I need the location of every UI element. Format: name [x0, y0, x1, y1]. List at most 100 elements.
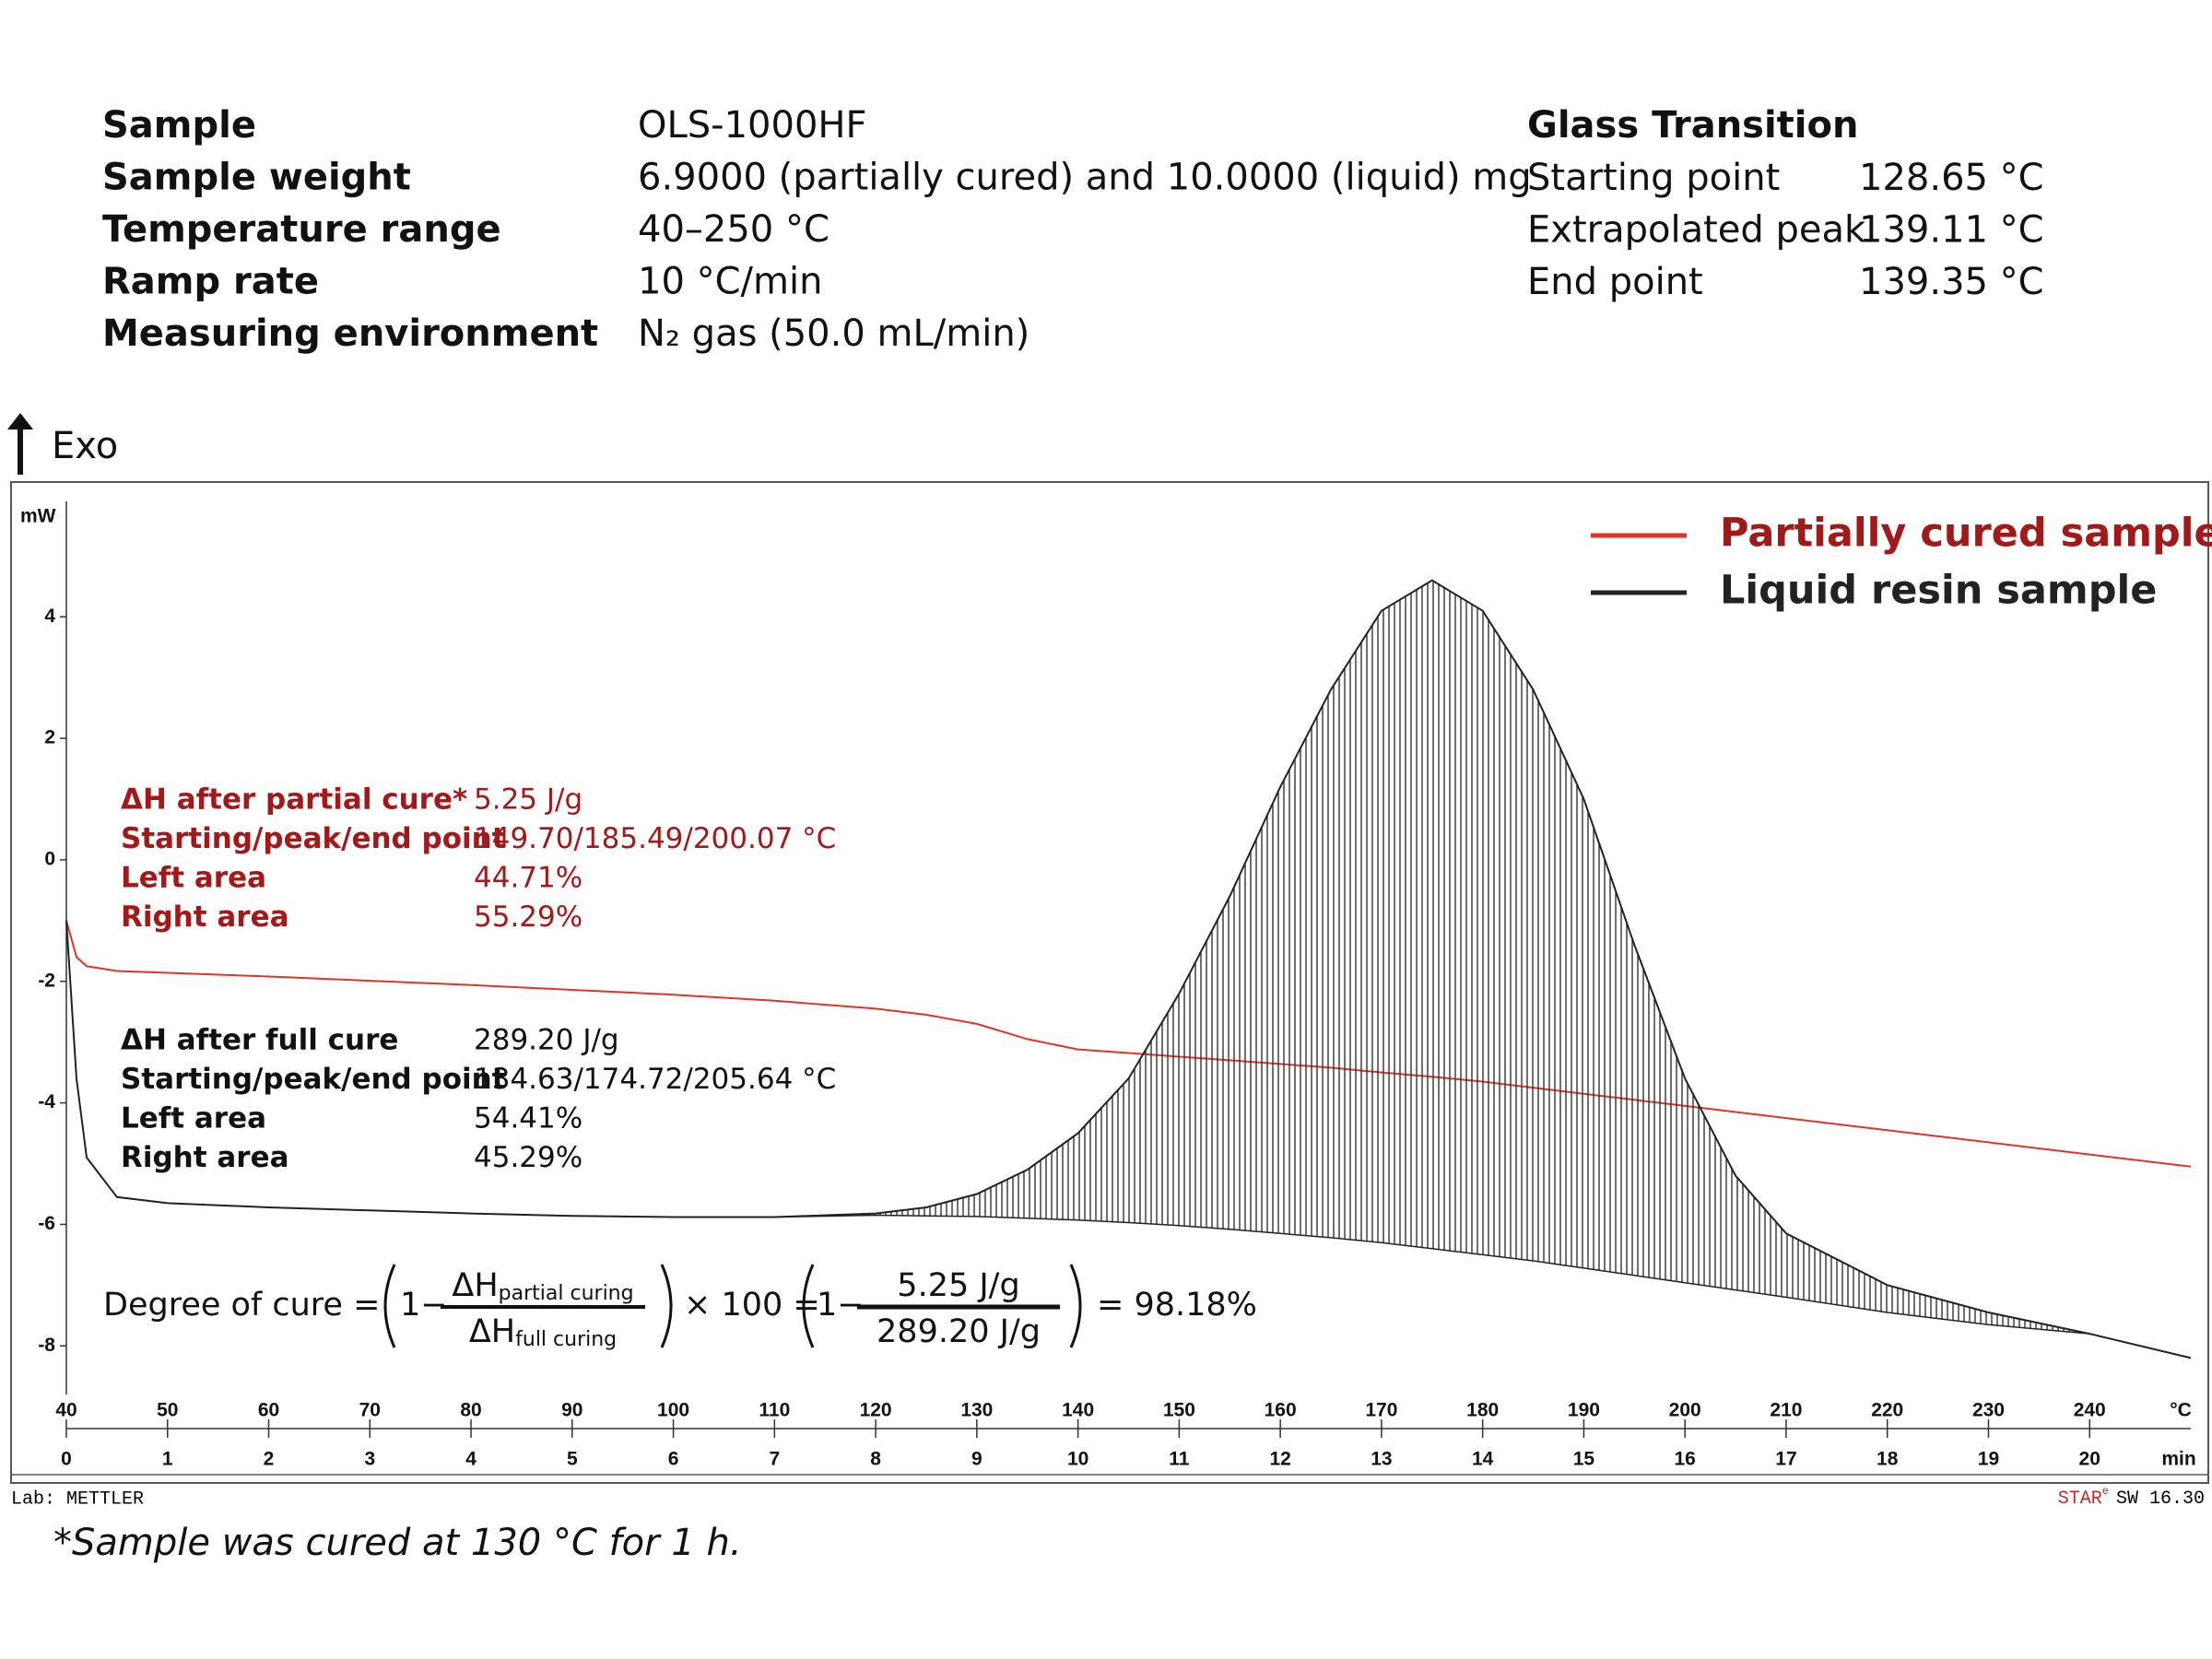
- y-tick-label: -6: [38, 1213, 55, 1234]
- paren: [660, 1264, 673, 1348]
- x2-tick-label: 10: [1067, 1449, 1088, 1470]
- x2-tick-label: 5: [567, 1449, 578, 1470]
- one-minus: 1−: [817, 1287, 865, 1324]
- x-tick-label: 140: [1062, 1400, 1094, 1421]
- gt-value: 139.11 °C: [1859, 209, 2044, 252]
- x-tick-label: 200: [1669, 1400, 1701, 1421]
- paren: [802, 1264, 815, 1348]
- x-tick-label: 50: [157, 1400, 178, 1421]
- x-tick-label: 240: [2074, 1400, 2106, 1421]
- x-tick-label: 110: [759, 1400, 790, 1421]
- x2-tick-label: 14: [1472, 1449, 1494, 1470]
- gt-value: 128.65 °C: [1859, 157, 2044, 199]
- annotation-label: Left area: [121, 862, 266, 895]
- x-tick-label: 180: [1466, 1400, 1499, 1421]
- x2-tick-label: 15: [1573, 1449, 1595, 1470]
- x2-tick-label: 18: [1877, 1449, 1899, 1470]
- x2-tick-label: 7: [769, 1449, 780, 1470]
- x2-tick-label: 2: [264, 1449, 275, 1470]
- x-tick-label: 80: [460, 1400, 481, 1421]
- annotation-label: Left area: [121, 1102, 266, 1135]
- gt-label: End point: [1527, 261, 1703, 303]
- x2-tick-label: 6: [668, 1449, 679, 1470]
- paren: [383, 1264, 396, 1348]
- numerator: 5.25 J/g: [897, 1267, 1019, 1304]
- info-value: N₂ gas (50.0 mL/min): [638, 312, 1030, 355]
- formula: Degree of cure = 1− ΔHpartial curing ΔHf…: [103, 1264, 1257, 1351]
- times-100: × 100 =: [684, 1287, 820, 1324]
- gt-label: Starting point: [1527, 157, 1780, 199]
- x2-tick-label: 3: [364, 1449, 375, 1470]
- x-tick-label: 60: [258, 1400, 279, 1421]
- denominator: 289.20 J/g: [877, 1313, 1041, 1350]
- info-label: Sample: [102, 104, 256, 147]
- subscript: full curing: [515, 1328, 617, 1351]
- x-tick-label: 230: [1972, 1400, 2005, 1421]
- gt-value: 139.35 °C: [1859, 261, 2044, 303]
- info-value: 40–250 °C: [638, 208, 830, 251]
- x2-tick-label: 12: [1269, 1449, 1290, 1470]
- x2-tick-label: 0: [61, 1449, 72, 1470]
- y-tick-label: 0: [44, 848, 55, 869]
- annotation-value: 45.29%: [474, 1141, 582, 1174]
- denominator-symbolic: ΔHfull curing: [469, 1313, 617, 1351]
- one-minus: 1−: [400, 1287, 448, 1324]
- exo-arrowhead: [7, 413, 33, 429]
- y-tick-label: -2: [38, 970, 55, 991]
- paren: [1069, 1264, 1082, 1348]
- header: Sample OLS-1000HF Sample weight 6.9000 (par…: [102, 104, 1532, 355]
- gt-label: Extrapolated peak: [1527, 209, 1866, 252]
- x2-tick-label: 16: [1675, 1449, 1696, 1470]
- annotation-label: Right area: [121, 900, 289, 934]
- subscript: partial curing: [499, 1282, 634, 1305]
- x2-tick-label: 17: [1775, 1449, 1796, 1470]
- x2-tick-label: 9: [971, 1449, 982, 1470]
- x-tick-label: 160: [1265, 1400, 1297, 1421]
- x-tick-label: 170: [1365, 1400, 1397, 1421]
- numerator-symbolic: ΔHpartial curing: [452, 1267, 633, 1305]
- x2-tick-label: 13: [1371, 1449, 1392, 1470]
- annotation-label: Starting/peak/end point: [121, 822, 506, 855]
- y-tick-label: -8: [38, 1335, 55, 1356]
- exo-label: Exo: [52, 425, 118, 467]
- formula-lhs: Degree of cure =: [103, 1287, 380, 1324]
- x-tick-label: 40: [55, 1400, 76, 1421]
- annotation-label: ΔH after full cure: [121, 1024, 398, 1057]
- annotation-label: Right area: [121, 1141, 289, 1174]
- annotation-value: 5.25 J/g: [474, 783, 582, 817]
- x2-axis-unit: min: [2161, 1449, 2195, 1470]
- x2-tick-label: 1: [162, 1449, 173, 1470]
- gt-title: Glass Transition: [1527, 104, 1858, 147]
- x2-tick-label: 19: [1978, 1449, 1999, 1470]
- x-tick-label: 130: [960, 1400, 993, 1421]
- info-label: Ramp rate: [102, 261, 319, 303]
- legend-label: Partially cured sample: [1720, 511, 2212, 557]
- brand-sup: e: [2102, 1485, 2109, 1498]
- annotation-value: 289.20 J/g: [474, 1024, 619, 1057]
- series-line: [65, 579, 2192, 1359]
- x2-tick-label: 8: [870, 1449, 881, 1470]
- x-tick-label: 120: [860, 1400, 892, 1421]
- lab-label: Lab: METTLER: [11, 1488, 144, 1510]
- y-tick-label: 4: [44, 606, 55, 627]
- brand: STAR: [2058, 1488, 2102, 1510]
- info-label: Temperature range: [102, 208, 501, 251]
- software-label: STARe SW 16.30: [2058, 1485, 2205, 1510]
- annotation-value: 134.63/174.72/205.64 °C: [474, 1063, 836, 1096]
- chart-frame: [10, 481, 2209, 1484]
- x-tick-label: 220: [1871, 1400, 1903, 1421]
- annotation-label: Starting/peak/end point: [121, 1063, 506, 1096]
- footnote: *Sample was cured at 130 °C for 1 h.: [53, 1522, 742, 1564]
- version: SW 16.30: [2116, 1488, 2205, 1510]
- x-tick-label: 100: [657, 1400, 689, 1421]
- y-tick-label: -4: [38, 1091, 55, 1112]
- info-value: 6.9000 (partially cured) and 10.0000 (li…: [638, 157, 1532, 199]
- annotation-label: ΔH after partial cure*: [121, 783, 467, 817]
- info-value: OLS-1000HF: [638, 104, 866, 147]
- annotation-value: 44.71%: [474, 862, 582, 895]
- annotation-value: 55.29%: [474, 900, 582, 934]
- result: = 98.18%: [1097, 1287, 1257, 1324]
- delta-h: ΔH: [452, 1267, 498, 1304]
- y-tick-label: 2: [44, 727, 55, 748]
